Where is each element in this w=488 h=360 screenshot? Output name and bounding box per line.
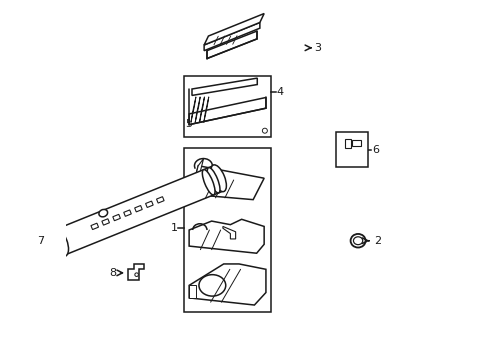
Polygon shape: [123, 210, 131, 216]
Ellipse shape: [207, 167, 220, 193]
Polygon shape: [128, 264, 144, 280]
Text: 5: 5: [185, 119, 192, 129]
Polygon shape: [189, 98, 265, 125]
Ellipse shape: [202, 170, 215, 195]
Ellipse shape: [350, 234, 365, 248]
Text: 7: 7: [37, 236, 44, 246]
Polygon shape: [156, 197, 164, 203]
Polygon shape: [192, 78, 257, 95]
Polygon shape: [189, 285, 195, 298]
Polygon shape: [145, 201, 153, 207]
Polygon shape: [195, 97, 200, 122]
Ellipse shape: [99, 210, 107, 217]
Bar: [335, 132, 367, 167]
Polygon shape: [199, 97, 204, 122]
Polygon shape: [189, 264, 265, 305]
Ellipse shape: [353, 237, 362, 245]
Polygon shape: [203, 22, 259, 51]
Polygon shape: [190, 97, 196, 122]
Ellipse shape: [262, 128, 267, 133]
Polygon shape: [189, 219, 264, 253]
Text: 6: 6: [372, 145, 379, 155]
Bar: [344, 139, 350, 148]
Polygon shape: [203, 14, 264, 45]
Bar: [352, 140, 361, 146]
Text: 8: 8: [109, 268, 116, 278]
Text: 2: 2: [373, 236, 380, 246]
Text: 3: 3: [313, 43, 320, 53]
Polygon shape: [102, 219, 109, 225]
Polygon shape: [203, 97, 208, 122]
Ellipse shape: [210, 165, 226, 192]
Ellipse shape: [199, 275, 225, 296]
Bar: [183, 148, 271, 312]
Bar: [183, 76, 271, 137]
Polygon shape: [91, 223, 98, 230]
Text: 4: 4: [276, 87, 283, 98]
Polygon shape: [113, 214, 120, 221]
Polygon shape: [206, 31, 257, 59]
Ellipse shape: [51, 228, 68, 257]
Polygon shape: [223, 226, 235, 239]
Ellipse shape: [135, 273, 138, 276]
Polygon shape: [55, 166, 223, 255]
Polygon shape: [134, 206, 142, 212]
Polygon shape: [190, 166, 264, 200]
Text: 1: 1: [170, 223, 177, 233]
Polygon shape: [190, 158, 203, 194]
